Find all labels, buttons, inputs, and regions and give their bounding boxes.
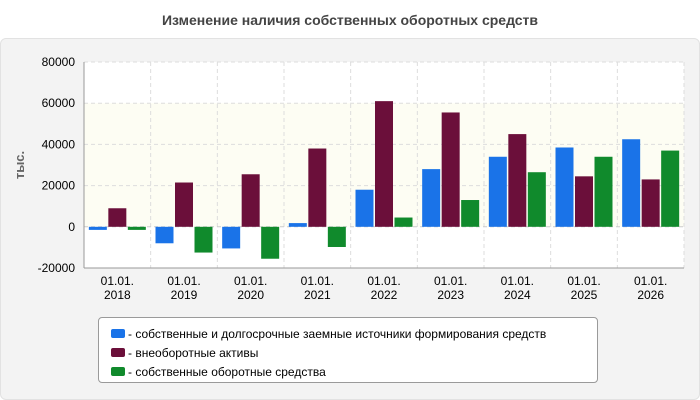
bar-3-2024	[527, 172, 546, 227]
bar-3-2019	[194, 226, 213, 253]
x-tick-label-year: 2026	[637, 288, 664, 302]
bar-2-2020	[241, 174, 260, 227]
legend: - собственные и долгосрочные заемные ист…	[98, 317, 598, 383]
bar-2-2025	[575, 176, 593, 227]
y-tick-label: -20000	[38, 261, 76, 275]
bar-2-2018	[108, 208, 127, 227]
x-tick-label-year: 2022	[371, 288, 398, 302]
x-tick-label: 01.01.	[567, 274, 600, 288]
chart-title: Изменение наличия собственных оборотных …	[161, 12, 539, 28]
bar-2-2023	[441, 112, 460, 227]
bar-2-2026	[641, 179, 660, 227]
legend-label-sources: собственные и долгосрочные заемные источ…	[135, 326, 547, 341]
legend-item-sources: - собственные и долгосрочные заемные ист…	[111, 324, 597, 343]
legend-swatch-sources	[111, 329, 125, 338]
bar-1-2022	[355, 189, 374, 227]
legend-item-working-capital: - собственные оборотные средства	[111, 362, 597, 381]
x-tick-label-year: 2021	[304, 288, 331, 302]
x-tick-label-year: 2018	[104, 288, 131, 302]
legend-item-noncurrent-assets: - внеоборотные активы	[111, 343, 597, 362]
x-tick-label-year: 2023	[437, 288, 464, 302]
legend-swatch-working-capital	[111, 367, 125, 376]
y-tick-label: 60000	[42, 96, 76, 110]
bar-3-2022	[394, 217, 413, 227]
y-tick-label: 80000	[42, 55, 76, 69]
x-tick-label: 01.01.	[301, 274, 334, 288]
x-tick-label: 01.01.	[434, 274, 467, 288]
x-tick-label: 01.01.	[634, 274, 667, 288]
x-tick-label-year: 2024	[504, 288, 531, 302]
bar-1-2025	[555, 147, 574, 227]
legend-label-working-capital: собственные оборотные средства	[135, 364, 326, 379]
x-tick-label: 01.01.	[101, 274, 134, 288]
bar-3-2023	[461, 200, 480, 227]
bar-2-2019	[175, 182, 193, 227]
bar-1-2023	[422, 169, 441, 227]
bar-2-2024	[508, 134, 527, 227]
bar-2-2021	[308, 148, 327, 227]
x-tick-label: 01.01.	[501, 274, 534, 288]
bar-3-2018	[127, 226, 146, 230]
y-axis-label: тыс.	[12, 151, 27, 179]
x-tick-label: 01.01.	[234, 274, 267, 288]
bar-3-2026	[661, 150, 680, 227]
bar-3-2021	[327, 226, 346, 247]
bar-1-2021	[288, 223, 307, 227]
x-tick-label: 01.01.	[167, 274, 200, 288]
x-tick-label: 01.01.	[367, 274, 400, 288]
x-tick-label-year: 2025	[571, 288, 598, 302]
bar-1-2026	[622, 139, 641, 227]
bar-1-2024	[488, 156, 507, 227]
legend-swatch-noncurrent-assets	[111, 348, 125, 357]
bar-3-2025	[594, 156, 613, 227]
bar-1-2020	[222, 226, 241, 249]
legend-label-noncurrent-assets: внеоборотные активы	[135, 345, 259, 360]
bar-2-2022	[375, 101, 393, 227]
y-tick-label: 0	[68, 220, 75, 234]
y-tick-label: 20000	[42, 179, 76, 193]
bar-3-2020	[261, 226, 280, 259]
y-tick-label: 40000	[42, 137, 76, 151]
bar-1-2019	[155, 226, 174, 244]
x-tick-label-year: 2019	[171, 288, 198, 302]
bar-1-2018	[88, 226, 107, 230]
x-tick-label-year: 2020	[237, 288, 264, 302]
